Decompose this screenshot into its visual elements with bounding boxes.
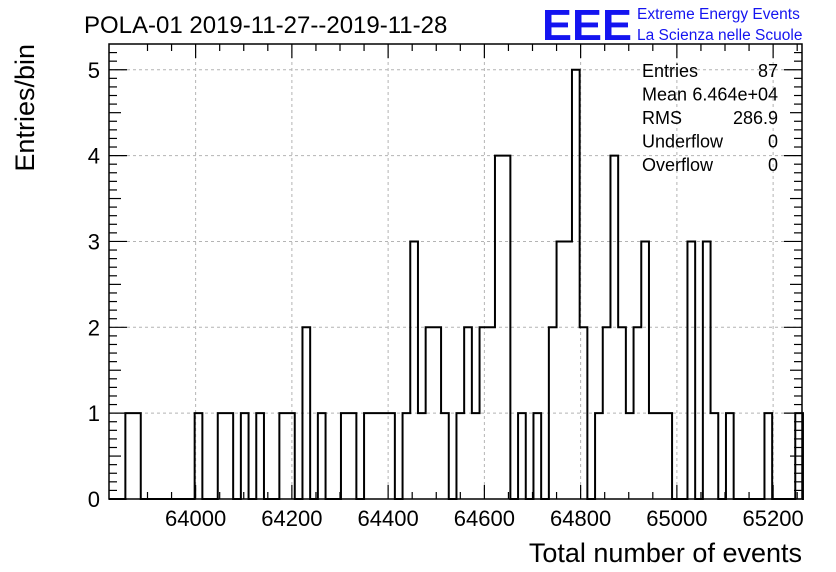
stat-value: 6.464e+04 (692, 85, 778, 105)
stat-label: Overflow (642, 155, 714, 175)
x-tick-label: 64400 (358, 506, 419, 531)
stat-label: Entries (642, 61, 698, 81)
logo-mark: EEE (542, 1, 632, 50)
x-tick-label: 64600 (454, 506, 515, 531)
stat-label: Underflow (642, 132, 724, 152)
y-tick-label: 3 (88, 229, 100, 254)
y-tick-labels: 0 1 2 3 4 5 (88, 58, 100, 512)
y-tick-label: 1 (88, 401, 100, 426)
stat-label: Mean (642, 85, 687, 105)
logo-line-2: La Scienza nelle Scuole (637, 27, 802, 44)
plot-frame (108, 43, 803, 500)
stat-label: RMS (642, 108, 682, 128)
y-tick-label: 5 (88, 58, 100, 83)
x-tick-label: 64200 (261, 506, 322, 531)
x-axis-title: Total number of events (529, 538, 802, 568)
y-tick-label: 2 (88, 315, 100, 340)
chart-title: POLA-01 2019-11-27--2019-11-28 (84, 12, 447, 39)
stat-value: 0 (768, 155, 778, 175)
y-tick-label: 4 (88, 144, 100, 169)
stat-value: 87 (758, 61, 778, 81)
stat-value: 0 (768, 132, 778, 152)
eee-logo: EEE Extreme Energy Events La Scienza nel… (542, 1, 802, 50)
x-tick-label: 65200 (743, 506, 804, 531)
stats-box: Entries 87 Mean 6.464e+04 RMS 286.9 Underflow 0… (642, 61, 778, 175)
x-tick-label: 64800 (550, 506, 611, 531)
x-tick-labels: 64000 64200 64400 64600 64800 65000 65200 (165, 506, 804, 531)
y-tick-label: 0 (88, 487, 100, 512)
axis-ticks (109, 44, 802, 500)
stat-value: 286.9 (733, 108, 778, 128)
y-axis-title: Entries/bin (10, 44, 40, 172)
x-tick-label: 65000 (646, 506, 707, 531)
x-tick-label: 64000 (165, 506, 226, 531)
logo-line-1: Extreme Energy Events (637, 6, 800, 23)
